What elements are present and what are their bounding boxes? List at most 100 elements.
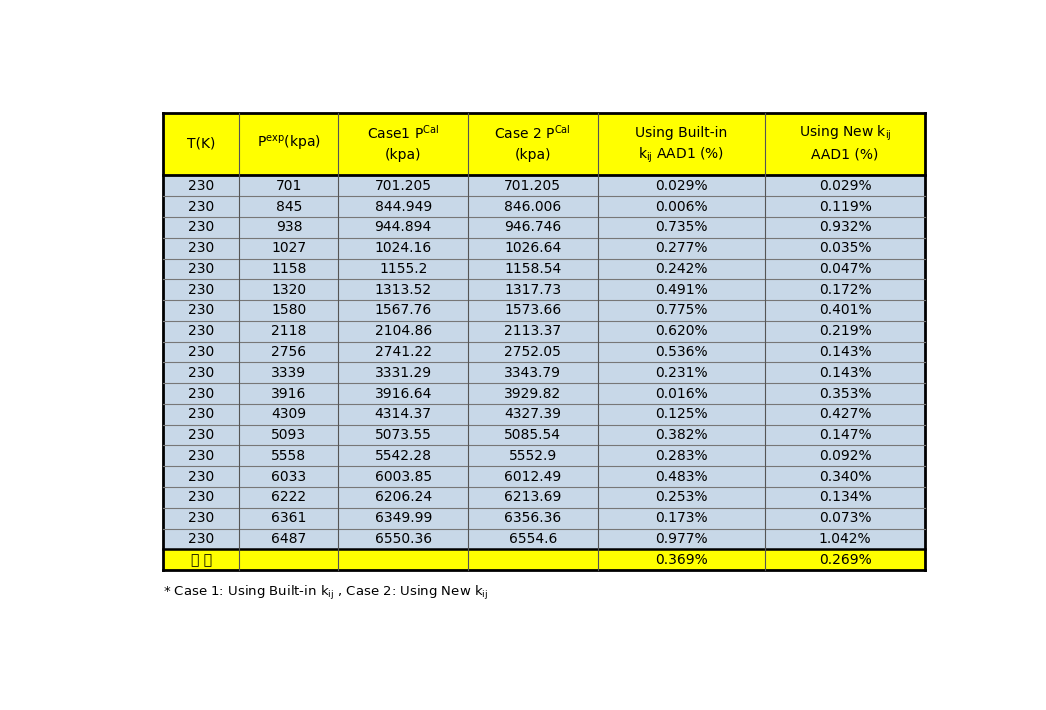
Bar <box>597 425 766 445</box>
Text: 0.134%: 0.134% <box>819 491 871 504</box>
Bar <box>597 321 766 342</box>
Text: 230: 230 <box>188 469 214 484</box>
Bar <box>163 425 240 445</box>
Text: 0.016%: 0.016% <box>655 386 708 400</box>
Text: 0.173%: 0.173% <box>655 511 708 525</box>
Text: 1027: 1027 <box>271 241 306 255</box>
Bar <box>468 425 597 445</box>
Text: 4314.37: 4314.37 <box>374 408 432 421</box>
Text: 6349.99: 6349.99 <box>374 511 432 525</box>
Text: P$^{\mathrm{exp}}$(kpa): P$^{\mathrm{exp}}$(kpa) <box>257 134 321 153</box>
Bar <box>766 279 925 300</box>
Bar <box>468 404 597 425</box>
Text: 230: 230 <box>188 386 214 400</box>
Text: 5093: 5093 <box>271 428 306 442</box>
Text: 701: 701 <box>276 179 302 193</box>
Text: 1320: 1320 <box>271 283 306 297</box>
Bar <box>240 404 339 425</box>
Bar <box>339 445 468 466</box>
Bar <box>597 362 766 383</box>
Bar <box>339 321 468 342</box>
Text: 0.277%: 0.277% <box>655 241 707 255</box>
Bar <box>468 196 597 217</box>
Bar <box>766 508 925 528</box>
Bar <box>468 113 597 175</box>
Bar <box>240 342 339 362</box>
Bar <box>468 528 597 550</box>
Text: 230: 230 <box>188 262 214 276</box>
Text: 0.125%: 0.125% <box>655 408 708 421</box>
Text: 3331.29: 3331.29 <box>374 366 432 380</box>
Text: 5073.55: 5073.55 <box>374 428 432 442</box>
Bar <box>468 321 597 342</box>
Text: 3929.82: 3929.82 <box>504 386 562 400</box>
Bar <box>468 238 597 258</box>
Bar <box>468 300 597 321</box>
Text: Using New k$_{\mathrm{ij}}$: Using New k$_{\mathrm{ij}}$ <box>799 124 891 143</box>
Bar <box>240 362 339 383</box>
Text: 5558: 5558 <box>271 449 306 463</box>
Text: 0.092%: 0.092% <box>819 449 871 463</box>
Bar <box>339 550 468 570</box>
Text: 0.932%: 0.932% <box>819 220 871 234</box>
Text: 0.491%: 0.491% <box>655 283 708 297</box>
Bar <box>597 550 766 570</box>
Text: 2756: 2756 <box>271 345 306 359</box>
Text: 3339: 3339 <box>271 366 306 380</box>
Text: 1026.64: 1026.64 <box>504 241 562 255</box>
Bar <box>163 383 240 404</box>
Bar <box>240 258 339 279</box>
Text: 944.894: 944.894 <box>374 220 432 234</box>
Bar <box>163 487 240 508</box>
Bar <box>339 362 468 383</box>
Bar <box>240 487 339 508</box>
Bar <box>163 196 240 217</box>
Text: 938: 938 <box>276 220 302 234</box>
Text: 844.949: 844.949 <box>374 200 432 214</box>
Text: 846.006: 846.006 <box>504 200 562 214</box>
Bar <box>766 404 925 425</box>
Bar <box>240 528 339 550</box>
Bar <box>240 550 339 570</box>
Bar <box>163 300 240 321</box>
Bar <box>240 383 339 404</box>
Text: 0.047%: 0.047% <box>819 262 871 276</box>
Text: 230: 230 <box>188 449 214 463</box>
Text: 2118: 2118 <box>271 324 306 338</box>
Bar <box>240 175 339 196</box>
Bar <box>766 550 925 570</box>
Bar <box>163 342 240 362</box>
Bar <box>597 279 766 300</box>
Bar <box>163 217 240 238</box>
Text: 평 균: 평 균 <box>190 553 212 567</box>
Text: (kpa): (kpa) <box>385 148 422 162</box>
Bar <box>240 466 339 487</box>
Bar <box>163 321 240 342</box>
Bar <box>163 528 240 550</box>
Text: 3916: 3916 <box>271 386 306 400</box>
Text: 230: 230 <box>188 366 214 380</box>
Bar <box>468 342 597 362</box>
Bar <box>468 362 597 383</box>
Bar <box>163 279 240 300</box>
Text: 0.340%: 0.340% <box>819 469 871 484</box>
Bar <box>163 113 240 175</box>
Text: 6554.6: 6554.6 <box>508 532 556 546</box>
Text: 0.369%: 0.369% <box>655 553 708 567</box>
Text: 0.269%: 0.269% <box>819 553 871 567</box>
Text: 3343.79: 3343.79 <box>504 366 562 380</box>
Text: 0.775%: 0.775% <box>655 303 707 317</box>
Bar <box>597 196 766 217</box>
Text: 0.006%: 0.006% <box>655 200 708 214</box>
Bar <box>597 487 766 508</box>
Bar <box>240 300 339 321</box>
Text: 5085.54: 5085.54 <box>504 428 562 442</box>
Bar <box>468 445 597 466</box>
Text: 6361: 6361 <box>271 511 306 525</box>
Text: 230: 230 <box>188 200 214 214</box>
Text: 1313.52: 1313.52 <box>374 283 432 297</box>
Text: 1155.2: 1155.2 <box>379 262 428 276</box>
Bar <box>240 238 339 258</box>
Bar <box>766 321 925 342</box>
Text: 0.029%: 0.029% <box>819 179 871 193</box>
